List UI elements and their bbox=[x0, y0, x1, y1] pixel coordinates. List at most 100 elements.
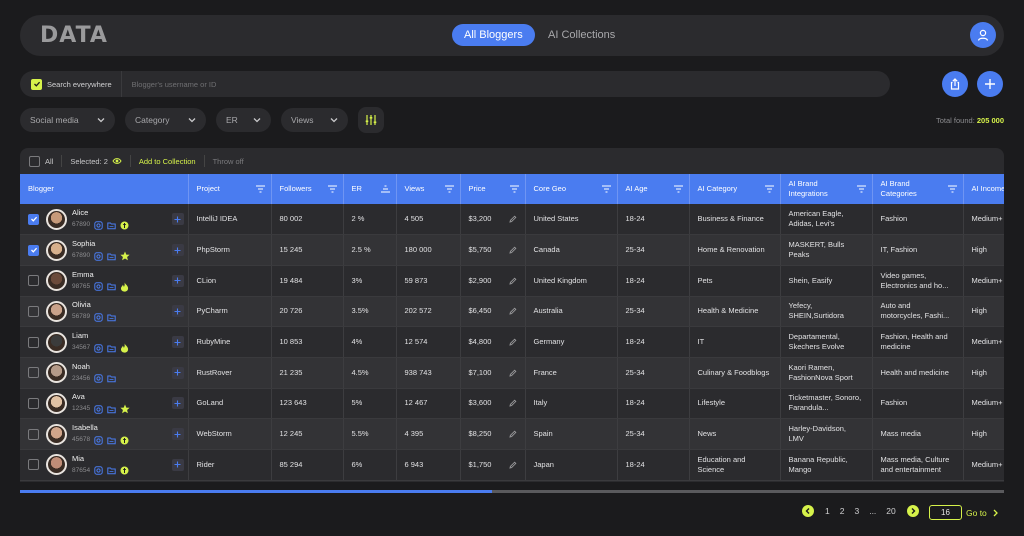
column-header-project[interactable]: Project bbox=[188, 174, 272, 204]
column-header-price[interactable]: Price bbox=[460, 174, 526, 204]
blogger-name[interactable]: Alice bbox=[72, 208, 89, 218]
edit-icon[interactable] bbox=[508, 215, 517, 223]
table-row[interactable]: Emma 98765 CLion 19 484 3% 59 873 $2,900 United… bbox=[20, 265, 1004, 297]
sort-icon[interactable] bbox=[673, 185, 683, 193]
page-20[interactable]: 20 bbox=[886, 506, 896, 516]
edit-icon[interactable] bbox=[508, 307, 517, 316]
instagram-icon[interactable] bbox=[94, 374, 103, 383]
column-header-followers[interactable]: Followers bbox=[271, 174, 344, 204]
blogger-name[interactable]: Olivia bbox=[72, 300, 91, 310]
edit-icon[interactable] bbox=[508, 338, 517, 346]
folder-icon[interactable] bbox=[107, 436, 116, 445]
table-row[interactable]: Liam 34567 RubyMine 10 853 4% 12 574 $4,800 Ger… bbox=[20, 326, 1004, 358]
row-checkbox[interactable] bbox=[28, 244, 39, 256]
folder-icon[interactable] bbox=[107, 221, 116, 230]
sort-icon[interactable] bbox=[509, 185, 519, 193]
column-header-blogger[interactable]: Blogger bbox=[20, 174, 189, 204]
page-1[interactable]: 1 bbox=[825, 506, 830, 516]
sort-icon[interactable] bbox=[444, 185, 454, 193]
column-header-ai-brand-integrations[interactable]: AI Brand Integrations bbox=[780, 174, 873, 204]
instagram-icon[interactable] bbox=[94, 435, 103, 445]
throw-off-button[interactable]: Throw off bbox=[212, 156, 244, 166]
column-header-core-geo[interactable]: Core Geo bbox=[525, 174, 618, 204]
instagram-icon[interactable] bbox=[94, 313, 103, 322]
add-to-collection-row-button[interactable] bbox=[171, 336, 184, 349]
edit-icon[interactable] bbox=[508, 399, 517, 408]
folder-icon[interactable] bbox=[107, 344, 116, 353]
column-header-ai-brand-categories[interactable]: AI Brand Categories bbox=[872, 174, 964, 204]
table-row[interactable]: Isabella 45678 WebStorm 12 245 5.5% 4 395 $8,2… bbox=[20, 418, 1004, 450]
folder-icon[interactable] bbox=[107, 374, 116, 383]
folder-icon[interactable] bbox=[107, 282, 116, 291]
row-checkbox[interactable] bbox=[28, 213, 39, 225]
edit-icon[interactable] bbox=[508, 369, 517, 377]
instagram-icon[interactable] bbox=[94, 343, 103, 353]
table-row[interactable]: Sophia 67890 PhpStorm 15 245 2.5 % 180 000 $5,… bbox=[20, 234, 1004, 266]
profile-button[interactable] bbox=[970, 22, 996, 48]
add-to-collection-row-button[interactable] bbox=[171, 213, 184, 226]
column-header-er[interactable]: ER bbox=[343, 174, 397, 204]
sort-icon[interactable] bbox=[764, 185, 774, 193]
edit-icon[interactable] bbox=[508, 246, 517, 254]
avatar[interactable] bbox=[46, 300, 67, 322]
avatar[interactable] bbox=[46, 270, 67, 292]
next-page-button[interactable] bbox=[906, 505, 919, 517]
row-checkbox[interactable] bbox=[28, 428, 39, 440]
export-button[interactable] bbox=[942, 71, 968, 97]
page-3[interactable]: 3 bbox=[854, 506, 860, 516]
edit-icon[interactable] bbox=[508, 461, 517, 469]
filter-category[interactable]: Category bbox=[125, 108, 206, 132]
avatar[interactable] bbox=[46, 454, 67, 476]
instagram-icon[interactable] bbox=[94, 405, 103, 414]
column-header-ai-age[interactable]: AI Age bbox=[617, 174, 690, 204]
goto-page-input[interactable]: 16 bbox=[929, 505, 962, 520]
row-checkbox[interactable] bbox=[28, 459, 39, 471]
select-all-checkbox[interactable] bbox=[29, 155, 40, 167]
table-row[interactable]: Olivia 56789 PyCharm 20 726 3.5% 202 572 $6,45… bbox=[20, 296, 1004, 328]
add-to-collection-row-button[interactable] bbox=[171, 305, 184, 318]
instagram-icon[interactable] bbox=[94, 466, 103, 476]
page-2[interactable]: 2 bbox=[839, 506, 845, 516]
avatar[interactable] bbox=[46, 208, 67, 230]
column-header-ai-category[interactable]: AI Category bbox=[689, 174, 781, 204]
row-checkbox[interactable] bbox=[28, 275, 39, 287]
add-to-collection-row-button[interactable] bbox=[171, 397, 184, 410]
goto-button[interactable]: Go to bbox=[966, 508, 999, 518]
column-header-ai-income[interactable]: AI Income bbox=[963, 174, 1005, 204]
blogger-name[interactable]: Emma bbox=[72, 269, 94, 279]
blogger-name[interactable]: Mia bbox=[72, 453, 85, 463]
avatar[interactable] bbox=[46, 331, 67, 353]
add-to-collection-row-button[interactable] bbox=[171, 458, 184, 471]
search-input[interactable] bbox=[131, 79, 432, 89]
blogger-name[interactable]: Isabella bbox=[72, 423, 98, 433]
search-everywhere-checkbox[interactable] bbox=[31, 78, 42, 90]
row-checkbox[interactable] bbox=[28, 305, 39, 317]
blogger-name[interactable]: Sophia bbox=[72, 239, 96, 249]
avatar[interactable] bbox=[46, 423, 67, 445]
blogger-name[interactable]: Ava bbox=[72, 392, 85, 402]
add-to-collection-row-button[interactable] bbox=[171, 274, 184, 287]
avatar[interactable] bbox=[46, 362, 67, 384]
blogger-name[interactable]: Liam bbox=[72, 331, 89, 341]
instagram-icon[interactable] bbox=[94, 251, 103, 261]
sort-icon[interactable] bbox=[856, 185, 866, 193]
add-to-collection-row-button[interactable] bbox=[171, 366, 184, 379]
filter-social-media[interactable]: Social media bbox=[20, 108, 115, 132]
sort-icon[interactable] bbox=[327, 185, 337, 193]
advanced-filters-button[interactable] bbox=[358, 107, 384, 133]
tab-all-bloggers[interactable]: All Bloggers bbox=[452, 24, 535, 46]
folder-icon[interactable] bbox=[107, 252, 116, 261]
horizontal-scrollbar[interactable] bbox=[20, 490, 1004, 493]
add-to-collection-button[interactable]: Add to Collection bbox=[138, 156, 196, 166]
sort-icon[interactable] bbox=[255, 185, 265, 193]
table-row[interactable]: Mia 87654 Rider 85 294 6% 6 943 $1,750 Japan 18-… bbox=[20, 449, 1004, 481]
sort-icon[interactable] bbox=[601, 185, 611, 193]
sort-ascending-icon[interactable] bbox=[380, 185, 390, 193]
sort-icon[interactable] bbox=[947, 185, 957, 193]
add-to-collection-row-button[interactable] bbox=[171, 244, 184, 257]
scrollbar-thumb[interactable] bbox=[20, 490, 493, 493]
row-checkbox[interactable] bbox=[28, 397, 39, 409]
filter-er[interactable]: ER bbox=[216, 108, 271, 132]
eye-icon[interactable] bbox=[112, 156, 122, 166]
folder-icon[interactable] bbox=[107, 313, 116, 322]
